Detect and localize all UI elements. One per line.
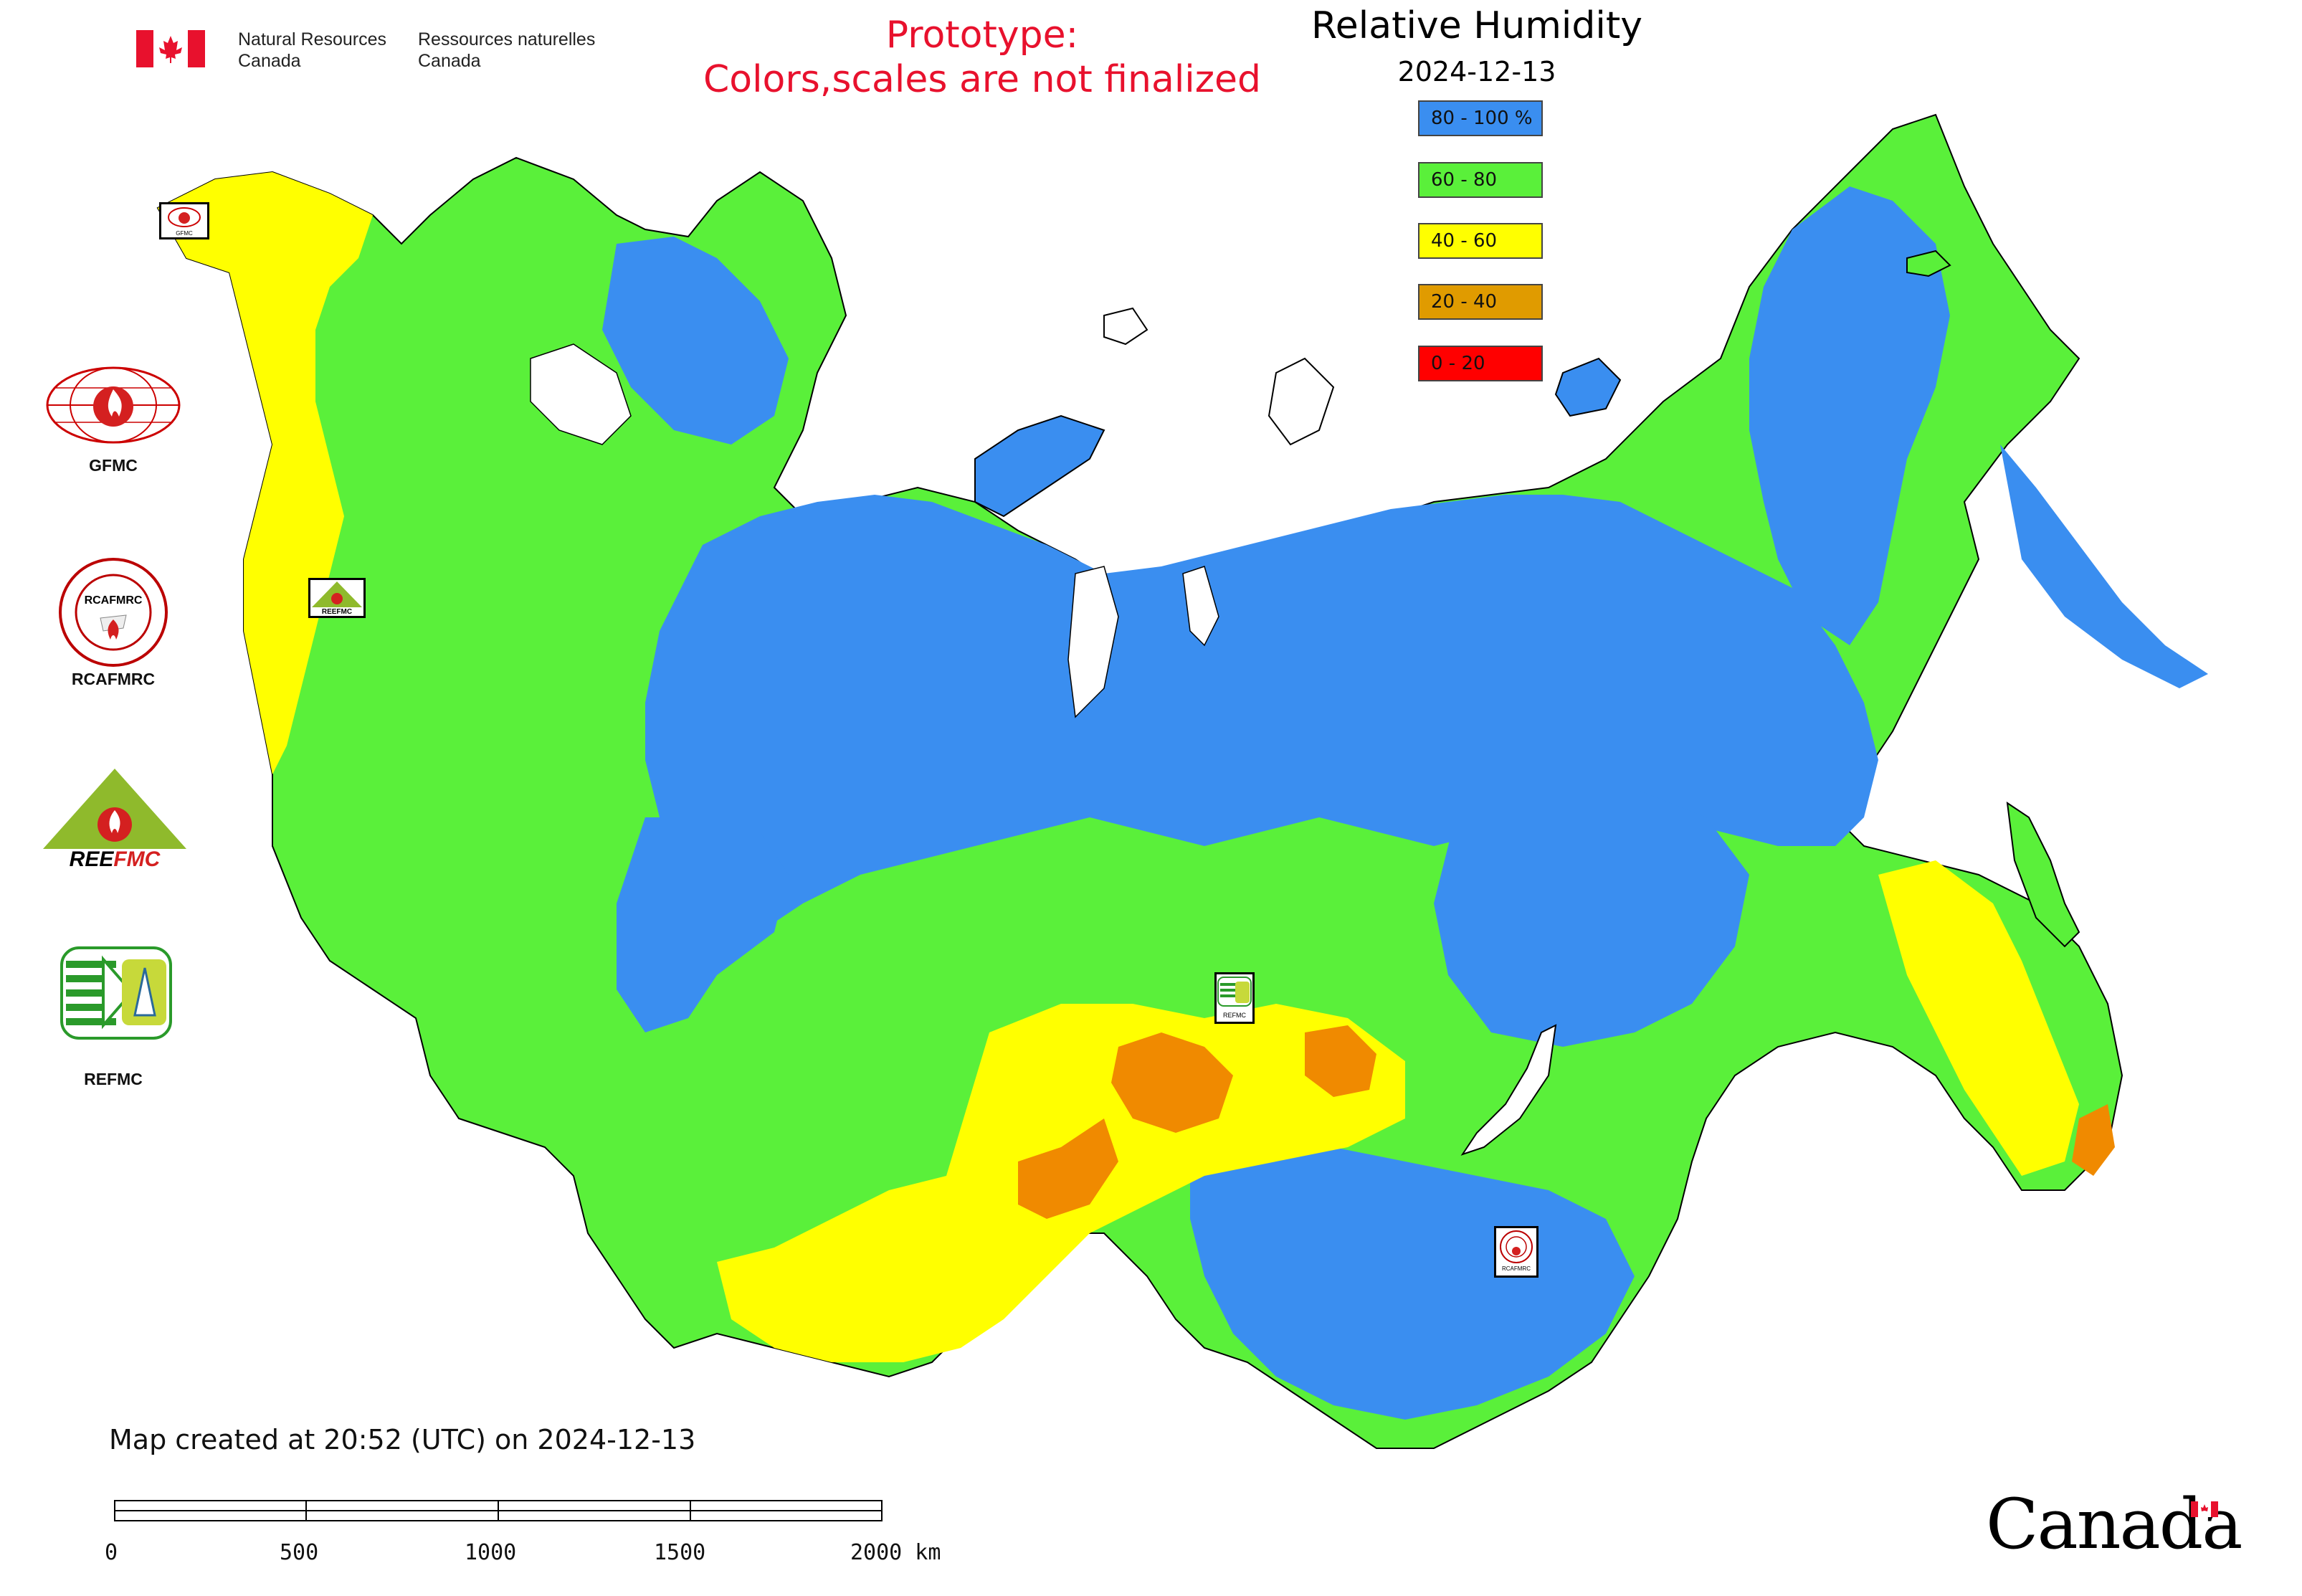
scale-tick-0: 0 [105, 1540, 118, 1565]
north-wet-zone [645, 495, 1878, 961]
canada-wordmark: Canada [1986, 1484, 2242, 1564]
legend-class-moist: 60 - 80 [1418, 162, 1543, 198]
ob-gulf [1067, 566, 1119, 718]
dept-name-fr-line1: Ressources naturelles [418, 29, 596, 49]
map-created-note: Map created at 20:52 (UTC) on 2024-12-13 [109, 1424, 696, 1455]
rcafmrc-map-marker[interactable]: RCAFMRC [1494, 1226, 1538, 1278]
canada-flag-icon [136, 30, 205, 67]
legend-date: 2024-12-13 [1397, 56, 1556, 87]
mongolia-wet-zone [1190, 1133, 1635, 1420]
eastcentral-wet-zone [1434, 774, 1749, 1047]
gfmc-logo-icon [42, 362, 185, 448]
prototype-line2: Colors,scales are not finalized [703, 58, 1262, 101]
refmc-marker-label: REFMC [1223, 1012, 1246, 1019]
wrangel-island [1906, 250, 1951, 277]
novaya-zemlya [974, 414, 1105, 518]
reefmc-logo-icon: REEFMC [39, 766, 191, 872]
rcafmrc-marker-label: RCAFMRC [1502, 1265, 1531, 1272]
dept-name-en-line2: Canada [238, 51, 301, 71]
prototype-line1: Prototype: [885, 14, 1079, 57]
sakhalin [2006, 801, 2080, 948]
west-medium-zone [158, 172, 373, 774]
scale-tick-1500: 1500 [654, 1540, 706, 1565]
legend-class-very-dry: 0 - 20 [1418, 346, 1543, 381]
scale-bar [114, 1500, 883, 1521]
lake-baikal [1460, 1024, 1557, 1156]
fareast-wet-zone [1749, 186, 1950, 645]
reefmc-marker-label: REEFMC [322, 608, 352, 614]
franz-josef-land [1103, 307, 1148, 346]
gfmc-map-marker[interactable]: GFMC [159, 202, 209, 239]
new-siberian-islands [1554, 357, 1622, 417]
dept-name-fr: Ressources naturelles Canada [418, 29, 619, 72]
southeast-medium-zone [1878, 860, 2079, 1176]
scale-tick-500: 500 [280, 1540, 319, 1565]
legend-class-wet: 80 - 100 % [1418, 100, 1543, 136]
refmc-logo-icon [60, 946, 172, 1040]
dry-patch-3 [1018, 1118, 1118, 1219]
canada-wordmark-flag-icon [2191, 1501, 2218, 1517]
svg-text:RCAFMRC: RCAFMRC [85, 594, 143, 607]
dept-name-fr-line2: Canada [418, 51, 481, 71]
prototype-notice: Prototype: Colors,scales are not finaliz… [674, 13, 1290, 102]
dry-patch-1 [1111, 1032, 1233, 1133]
legend-class-dry: 20 - 40 [1418, 284, 1543, 320]
dept-name-en: Natural Resources Canada [238, 29, 410, 72]
legend-class-medium: 40 - 60 [1418, 223, 1543, 259]
rcafmrc-label: RCAFMRC [71, 670, 156, 688]
scale-tick-2000: 2000 km [850, 1540, 941, 1565]
white-sea [530, 343, 632, 445]
westsib-wet-zone [617, 817, 789, 1032]
taymyr-gulf [1182, 566, 1219, 647]
rcafmrc-logo-icon: RCAFMRC [57, 556, 169, 668]
severnaya-zemlya [1267, 357, 1335, 446]
svg-text:REEFMC: REEFMC [70, 847, 161, 871]
refmc-label: REFMC [84, 1070, 143, 1088]
refmc-map-marker[interactable]: REFMC [1214, 972, 1255, 1024]
dept-name-en-line1: Natural Resources [238, 29, 387, 49]
reefmc-map-marker[interactable]: REEFMC [308, 578, 366, 618]
dry-patch-2 [1305, 1025, 1376, 1097]
gfmc-label: GFMC [89, 456, 138, 475]
gfmc-marker-label: GFMC [176, 230, 193, 237]
scale-tick-1000: 1000 [465, 1540, 517, 1565]
kamchatka-wet-zone [2000, 445, 2208, 688]
dry-patch-4 [2072, 1104, 2115, 1176]
legend-title: Relative Humidity [1311, 4, 1642, 47]
kola-wet-zone [602, 237, 789, 445]
